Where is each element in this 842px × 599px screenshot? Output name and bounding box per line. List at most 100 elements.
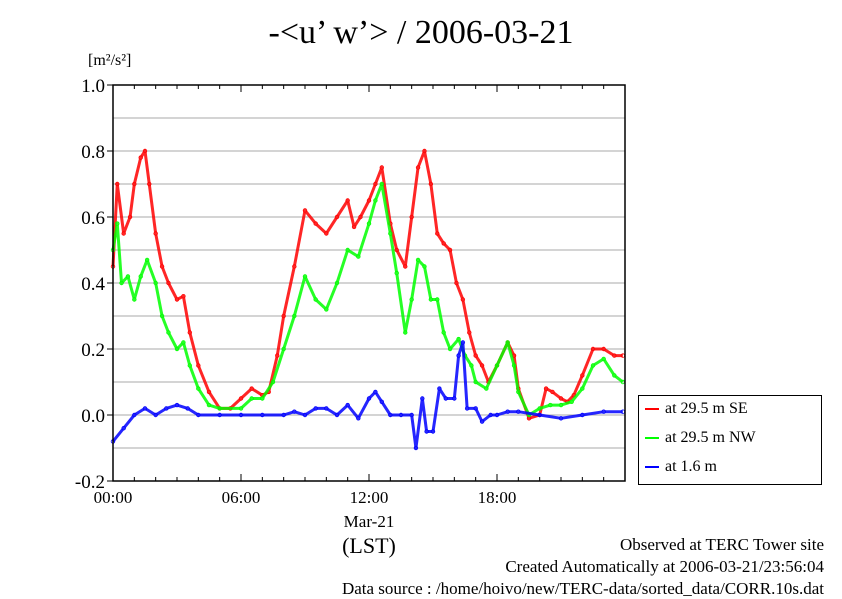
y-tick-label: 0.6 — [81, 208, 105, 229]
data-point — [379, 399, 384, 404]
data-point — [356, 416, 361, 421]
data-point — [206, 389, 212, 395]
legend-swatch — [645, 408, 659, 410]
data-point — [537, 406, 542, 411]
data-point — [456, 353, 461, 358]
data-point — [424, 429, 429, 434]
data-point — [516, 409, 521, 414]
x-date-label: Mar-21 — [344, 512, 395, 531]
y-tick-label: 0.4 — [81, 274, 105, 295]
data-point — [443, 396, 448, 401]
data-point — [275, 353, 280, 358]
data-point — [345, 402, 350, 408]
data-point — [174, 402, 180, 408]
x-axis-label: (LST) — [342, 533, 396, 558]
data-point — [388, 412, 393, 418]
data-point — [580, 386, 585, 391]
data-point — [206, 402, 212, 408]
data-point — [281, 346, 286, 352]
data-point — [313, 406, 318, 411]
data-point — [505, 340, 510, 345]
data-point — [181, 294, 186, 299]
data-point — [373, 198, 378, 203]
data-point — [144, 257, 150, 263]
data-point — [153, 412, 158, 418]
data-point — [147, 181, 152, 187]
legend-label: at 29.5 m NW — [665, 429, 756, 446]
data-point — [313, 221, 318, 226]
data-point — [142, 406, 148, 411]
data-point — [132, 297, 137, 302]
data-point — [558, 402, 564, 408]
data-point — [398, 412, 404, 418]
series-0 — [110, 148, 626, 421]
data-point — [138, 155, 143, 160]
data-point — [494, 363, 500, 368]
data-point — [409, 412, 414, 418]
data-point — [366, 198, 372, 203]
series-line — [111, 340, 623, 450]
data-point — [166, 280, 171, 286]
data-point — [324, 231, 329, 236]
data-point — [270, 379, 276, 385]
data-point — [115, 221, 120, 226]
data-point — [187, 330, 192, 335]
data-point — [422, 148, 427, 154]
legend-swatch — [645, 466, 659, 468]
data-point — [601, 409, 606, 414]
data-point — [441, 330, 446, 335]
data-point — [558, 416, 564, 421]
data-point — [238, 412, 244, 418]
data-point — [413, 445, 419, 451]
data-point — [121, 426, 126, 431]
data-point — [334, 214, 340, 220]
data-point — [379, 165, 384, 170]
y-tick-label: -0.2 — [75, 472, 105, 493]
series-line — [111, 182, 624, 417]
data-point — [324, 307, 329, 312]
data-point — [159, 313, 165, 319]
x-tick-label: 00:00 — [94, 488, 133, 507]
data-point — [590, 346, 596, 352]
data-point — [159, 264, 165, 269]
data-point — [238, 406, 244, 411]
data-point — [505, 409, 510, 414]
data-point — [456, 336, 461, 342]
data-point — [351, 224, 357, 230]
data-point — [260, 412, 265, 418]
data-point — [473, 353, 478, 358]
data-point — [132, 181, 137, 187]
data-point — [153, 280, 158, 286]
x-tick-label: 18:00 — [478, 488, 517, 507]
data-point — [249, 396, 254, 401]
data-point — [447, 247, 453, 253]
data-point — [166, 330, 171, 335]
data-point — [217, 406, 222, 411]
data-point — [516, 389, 521, 395]
y-axis-unit-label: [m²/s²] — [88, 52, 132, 69]
data-point — [420, 396, 425, 401]
series-2 — [110, 340, 626, 451]
data-point — [324, 406, 329, 411]
series-1 — [110, 181, 626, 418]
data-point — [430, 429, 436, 434]
data-point — [292, 313, 297, 319]
data-point — [115, 181, 120, 187]
data-point — [373, 389, 378, 395]
data-point — [569, 399, 574, 404]
legend: at 29.5 m SE at 29.5 m NW at 1.6 m — [638, 395, 822, 485]
data-point — [435, 297, 440, 302]
data-point — [479, 419, 485, 424]
data-point — [142, 148, 148, 154]
data-point — [260, 396, 265, 401]
data-point — [196, 412, 201, 418]
data-point — [590, 363, 596, 368]
data-point — [292, 264, 297, 269]
data-point — [548, 402, 553, 408]
data-point — [437, 386, 442, 391]
data-point — [356, 254, 361, 259]
data-point — [313, 297, 318, 302]
data-point — [464, 406, 470, 411]
data-point — [185, 406, 190, 411]
